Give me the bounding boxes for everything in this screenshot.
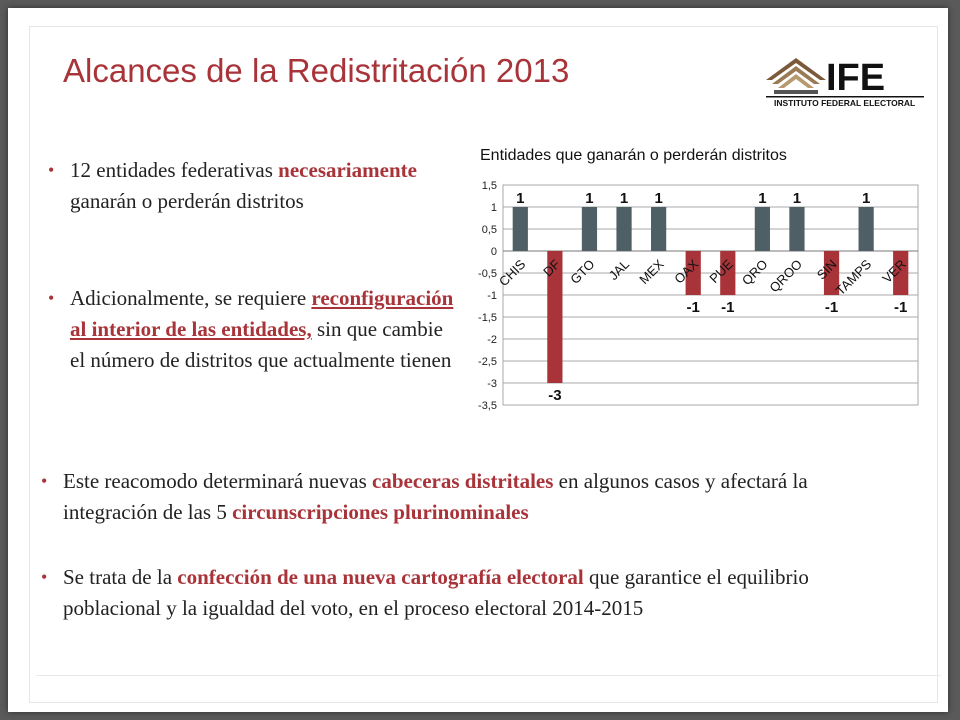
bullet-text: Se trata de la — [63, 565, 178, 589]
data-label-qro: 1 — [758, 190, 766, 207]
bar-jal — [616, 207, 632, 251]
bottom-bullet-1: • Este reacomodo determinará nuevas cabec… — [41, 466, 873, 528]
y-tick-label: 0,5 — [482, 224, 497, 236]
bar-mex — [651, 207, 667, 251]
left-bullet-2: • Adicionalmente, se requiere reconfigura… — [48, 283, 455, 376]
bar-tamps — [858, 207, 874, 251]
x-tick-label-gto: GTO — [567, 257, 597, 287]
y-tick-label: 0 — [491, 246, 497, 258]
data-label-oax: -1 — [687, 299, 700, 316]
bullet-text: en algunos casos y afectará la integraci… — [63, 469, 808, 524]
y-tick-label: -2 — [487, 334, 497, 346]
bullet-marker: • — [48, 160, 55, 180]
bar-gto — [581, 207, 598, 251]
bullet-text: que garantice el equilibrio poblacional … — [63, 565, 809, 620]
y-tick-label: -1 — [487, 290, 497, 302]
bar-chart: 1,510,50-0,5-1-1,5-2-2,5-3-3,51CHIS-3DF1… — [478, 180, 919, 412]
x-tick-label-qro: QRO — [739, 257, 771, 289]
bar-pue — [720, 251, 736, 295]
slide: Alcances de la Redistritación 2013 IFE I… — [8, 8, 948, 712]
ife-logo-subtitle: INSTITUTO FEDERAL ELECTORAL — [774, 98, 915, 108]
slide-frame — [29, 26, 938, 703]
bottom-bullet-2: • Se trata de la confección de una nueva … — [41, 562, 873, 624]
data-label-tamps: 1 — [862, 190, 870, 207]
data-label-chis: 1 — [516, 190, 524, 207]
bullet-highlight: circunscripciones plurinominales — [232, 500, 529, 524]
plot-area — [502, 184, 919, 406]
ife-logo: IFE INSTITUTO FEDERAL ELECTORAL — [766, 57, 924, 108]
bar-qroo — [789, 207, 805, 251]
slide-title: Alcances de la Redistritación 2013 — [63, 52, 570, 89]
footer-divider — [36, 675, 941, 676]
bullet-marker: • — [48, 288, 55, 308]
data-label-jal: 1 — [620, 190, 628, 207]
chart-title: Entidades que ganarán o perderán distrit… — [480, 147, 787, 164]
left-bullet-1: • 12 entidades federativas necesariamente… — [48, 155, 455, 217]
bar-oax — [685, 251, 701, 295]
bar-sin — [823, 251, 840, 295]
data-label-qroo: 1 — [793, 190, 801, 207]
bullet-highlight: confección de una nueva cartografía elec… — [177, 565, 584, 589]
bullet-text: Este reacomodo determinará nuevas — [63, 469, 373, 493]
bullet-text: sin que cambie el número de distritos qu… — [70, 317, 452, 372]
data-label-ver: -1 — [894, 299, 907, 316]
ife-logo-wordmark: IFE — [826, 57, 885, 99]
bullet-marker: • — [41, 471, 48, 491]
y-tick-label: -3,5 — [478, 400, 497, 412]
bar-df — [547, 251, 563, 383]
bullet-highlight: cabeceras distritales — [372, 469, 554, 493]
data-label-pue: -1 — [721, 299, 734, 316]
y-tick-label: -1,5 — [478, 312, 497, 324]
y-tick-label: 1 — [491, 202, 497, 214]
ife-logo-mark — [766, 58, 826, 94]
bullet-highlight: necesariamente — [278, 158, 417, 182]
y-tick-label: 1,5 — [482, 180, 497, 192]
bar-qro — [754, 207, 770, 251]
bullet-marker: • — [41, 567, 48, 587]
y-tick-label: -0,5 — [478, 268, 497, 280]
bullet-text: Adicionalmente, se requiere — [70, 286, 312, 310]
x-tick-label-jal: JAL — [606, 257, 632, 283]
x-tick-label-qroo: QROO — [766, 257, 805, 296]
y-tick-label: -3 — [487, 378, 497, 390]
data-label-sin: -1 — [825, 299, 838, 316]
data-label-df: -3 — [548, 387, 561, 404]
x-tick-label-mex: MEX — [636, 256, 667, 287]
bullet-text: ganarán o perderán distritos — [70, 189, 304, 213]
bar-chis — [512, 207, 528, 251]
data-label-gto: 1 — [585, 190, 593, 207]
bar-ver — [893, 251, 909, 295]
bullet-highlight: reconfiguración al interior de las entid… — [70, 286, 454, 341]
data-label-mex: 1 — [654, 190, 662, 207]
bullet-text: 12 entidades federativas — [70, 158, 279, 182]
y-tick-label: -2,5 — [478, 356, 497, 368]
